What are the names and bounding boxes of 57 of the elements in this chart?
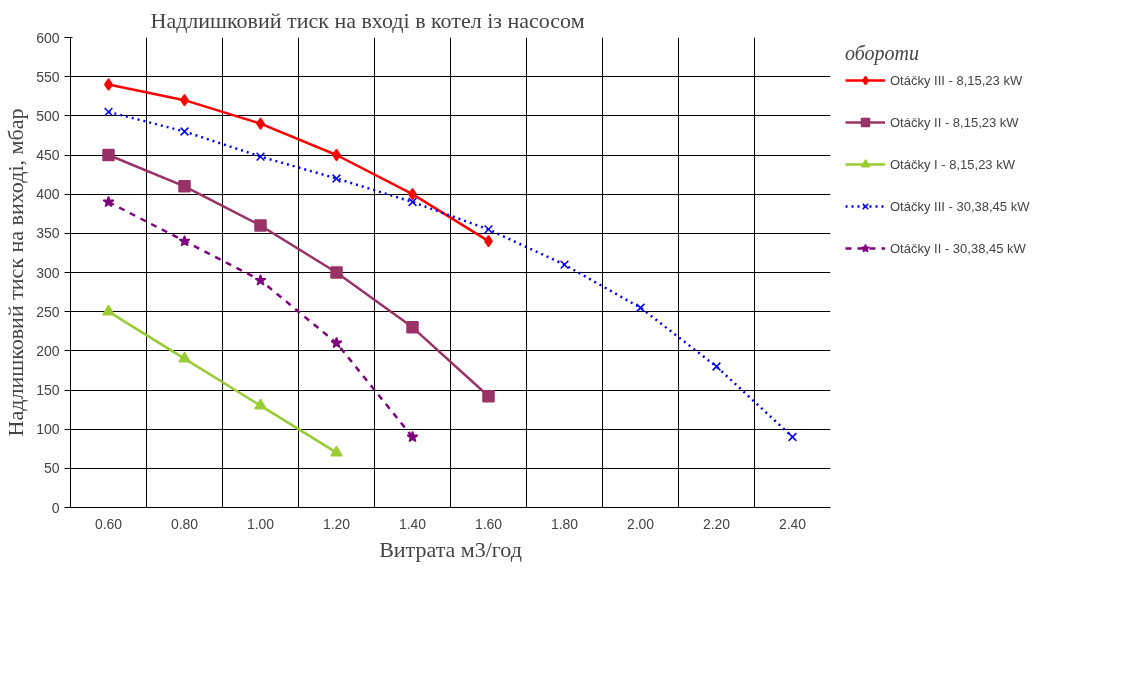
y-tick-label: 450 — [36, 147, 60, 163]
point — [178, 234, 191, 247]
y-tick-label: 0 — [51, 499, 60, 516]
x-tick-label: 0.60 — [94, 515, 123, 532]
y-tick-label: 50 — [43, 460, 60, 477]
point — [482, 390, 495, 403]
y-tick-label: 350 — [36, 225, 60, 242]
point — [102, 148, 115, 162]
legend-title: обороти — [845, 42, 920, 65]
point — [635, 303, 646, 313]
point — [407, 197, 418, 207]
legend-label: Otáčky III - 8,15,23 kW — [890, 72, 1023, 88]
chart-title: Надлишковий тиск на вході в котел із насосом — [150, 7, 585, 33]
point — [255, 151, 266, 162]
x-tick-label: 2.00 — [626, 515, 655, 532]
point — [483, 224, 494, 235]
point — [178, 351, 191, 363]
point — [330, 266, 343, 279]
y-tick-label: 250 — [36, 303, 60, 320]
y-tick-label: 100 — [36, 421, 60, 438]
point — [178, 180, 191, 193]
legend-label: Otáčky II - 8,15,23 kW — [890, 114, 1019, 130]
y-tick-label: 300 — [36, 264, 60, 281]
legend-label: Otáčky I - 8,15,23 kW — [890, 156, 1015, 172]
x-tick-label: 1.40 — [398, 515, 427, 532]
point — [102, 195, 115, 208]
x-tick-label: 1.60 — [474, 515, 503, 532]
point — [179, 126, 190, 137]
legend-label: Otáčky III - 30,38,45 kW — [890, 198, 1030, 214]
point — [711, 361, 722, 372]
x-tick-label: 0.80 — [170, 515, 199, 532]
y-tick-label: 550 — [36, 68, 60, 85]
point — [787, 432, 798, 442]
point — [254, 219, 267, 232]
point — [330, 336, 343, 349]
x-axis-title: Витрата м3/год — [379, 536, 522, 562]
point — [559, 260, 570, 270]
x-tick-label: 1.20 — [322, 515, 351, 532]
y-tick-label: 500 — [36, 107, 60, 124]
legend-label: Otáčky II - 30,38,45 kW — [890, 240, 1026, 256]
point — [254, 398, 267, 410]
point — [330, 445, 343, 457]
x-tick-label: 2.20 — [702, 515, 731, 532]
y-tick-label: 200 — [36, 342, 60, 359]
point — [254, 274, 267, 286]
point — [331, 173, 342, 184]
point — [103, 107, 114, 117]
point — [406, 321, 419, 334]
point — [406, 430, 419, 443]
y-tick-label: 400 — [36, 186, 60, 203]
x-tick-label: 1.80 — [550, 515, 579, 532]
y-axis-title: Надлишковий тиск на виході, мбар — [3, 108, 29, 437]
x-tick-label: 1.00 — [246, 515, 275, 532]
x-tick-label: 2.40 — [778, 515, 807, 532]
y-tick-label: 600 — [36, 29, 60, 46]
point — [102, 304, 115, 316]
y-tick-label: 150 — [36, 382, 60, 398]
